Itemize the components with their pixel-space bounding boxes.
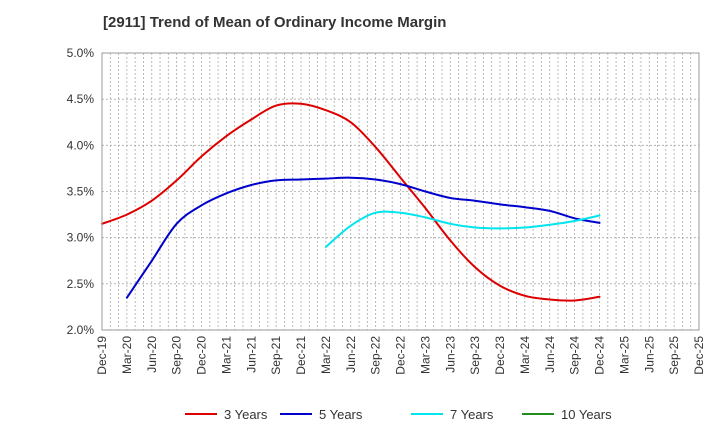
x-tick-label: Sep-21 [269, 336, 283, 375]
x-tick-label: Sep-22 [369, 336, 383, 375]
x-tick-label: Jun-24 [543, 336, 557, 373]
x-tick-label: Dec-20 [195, 336, 209, 375]
x-tick-label: Sep-20 [170, 336, 184, 375]
y-tick-label: 2.5% [67, 277, 95, 291]
x-tick-label: Jun-22 [344, 336, 358, 373]
chart-title: [2911] Trend of Mean of Ordinary Income … [103, 14, 447, 31]
x-tick-label: Dec-24 [593, 336, 607, 375]
x-tick-label: Mar-25 [617, 336, 631, 374]
x-tick-label: Mar-20 [120, 336, 134, 374]
grid-lines [102, 53, 699, 330]
series-line-3-years [101, 102, 601, 302]
y-tick-label: 5.0% [67, 46, 95, 60]
plot-border [101, 52, 700, 331]
x-tick-label: Sep-25 [667, 336, 681, 375]
y-tick-label: 4.0% [67, 138, 95, 152]
series-line-5-years [125, 176, 601, 299]
x-tick-label: Dec-23 [493, 336, 507, 375]
x-tick-label: Jun-25 [642, 336, 656, 373]
x-tick-label: Mar-21 [219, 336, 233, 374]
x-tick-label: Dec-25 [692, 336, 706, 375]
x-tick-label: Sep-23 [468, 336, 482, 375]
x-tick-label: Mar-24 [518, 336, 532, 374]
x-tick-label: Dec-21 [294, 336, 308, 375]
y-tick-label: 3.0% [67, 231, 95, 245]
y-tick-label: 4.5% [67, 92, 95, 106]
x-tick-label: Sep-24 [568, 336, 582, 375]
x-tick-label: Mar-23 [418, 336, 432, 374]
legend-label: 5 Years [319, 407, 363, 422]
x-tick-label: Jun-20 [145, 336, 159, 373]
x-axis-labels: Dec-19 Mar-20 Jun-20 Sep-20 Dec-20 Mar-21 Jun-… [95, 336, 706, 375]
legend: 3 Years 5 Years 7 Years 10 Years [185, 407, 612, 422]
x-tick-label: Dec-22 [394, 336, 408, 375]
y-axis-labels: 2.0% 2.5% 3.0% 3.5% 4.0% 4.5% 5.0% [67, 46, 95, 337]
legend-label: 7 Years [450, 407, 494, 422]
x-tick-label: Jun-23 [443, 336, 457, 373]
y-tick-label: 2.0% [67, 323, 95, 337]
series-lines [101, 102, 601, 302]
y-tick-label: 3.5% [67, 185, 95, 199]
series-line-7-years [324, 210, 601, 248]
legend-label: 10 Years [561, 407, 612, 422]
x-tick-label: Dec-19 [95, 336, 109, 375]
x-tick-label: Mar-22 [319, 336, 333, 374]
x-tick-label: Jun-21 [244, 336, 258, 373]
legend-label: 3 Years [224, 407, 268, 422]
